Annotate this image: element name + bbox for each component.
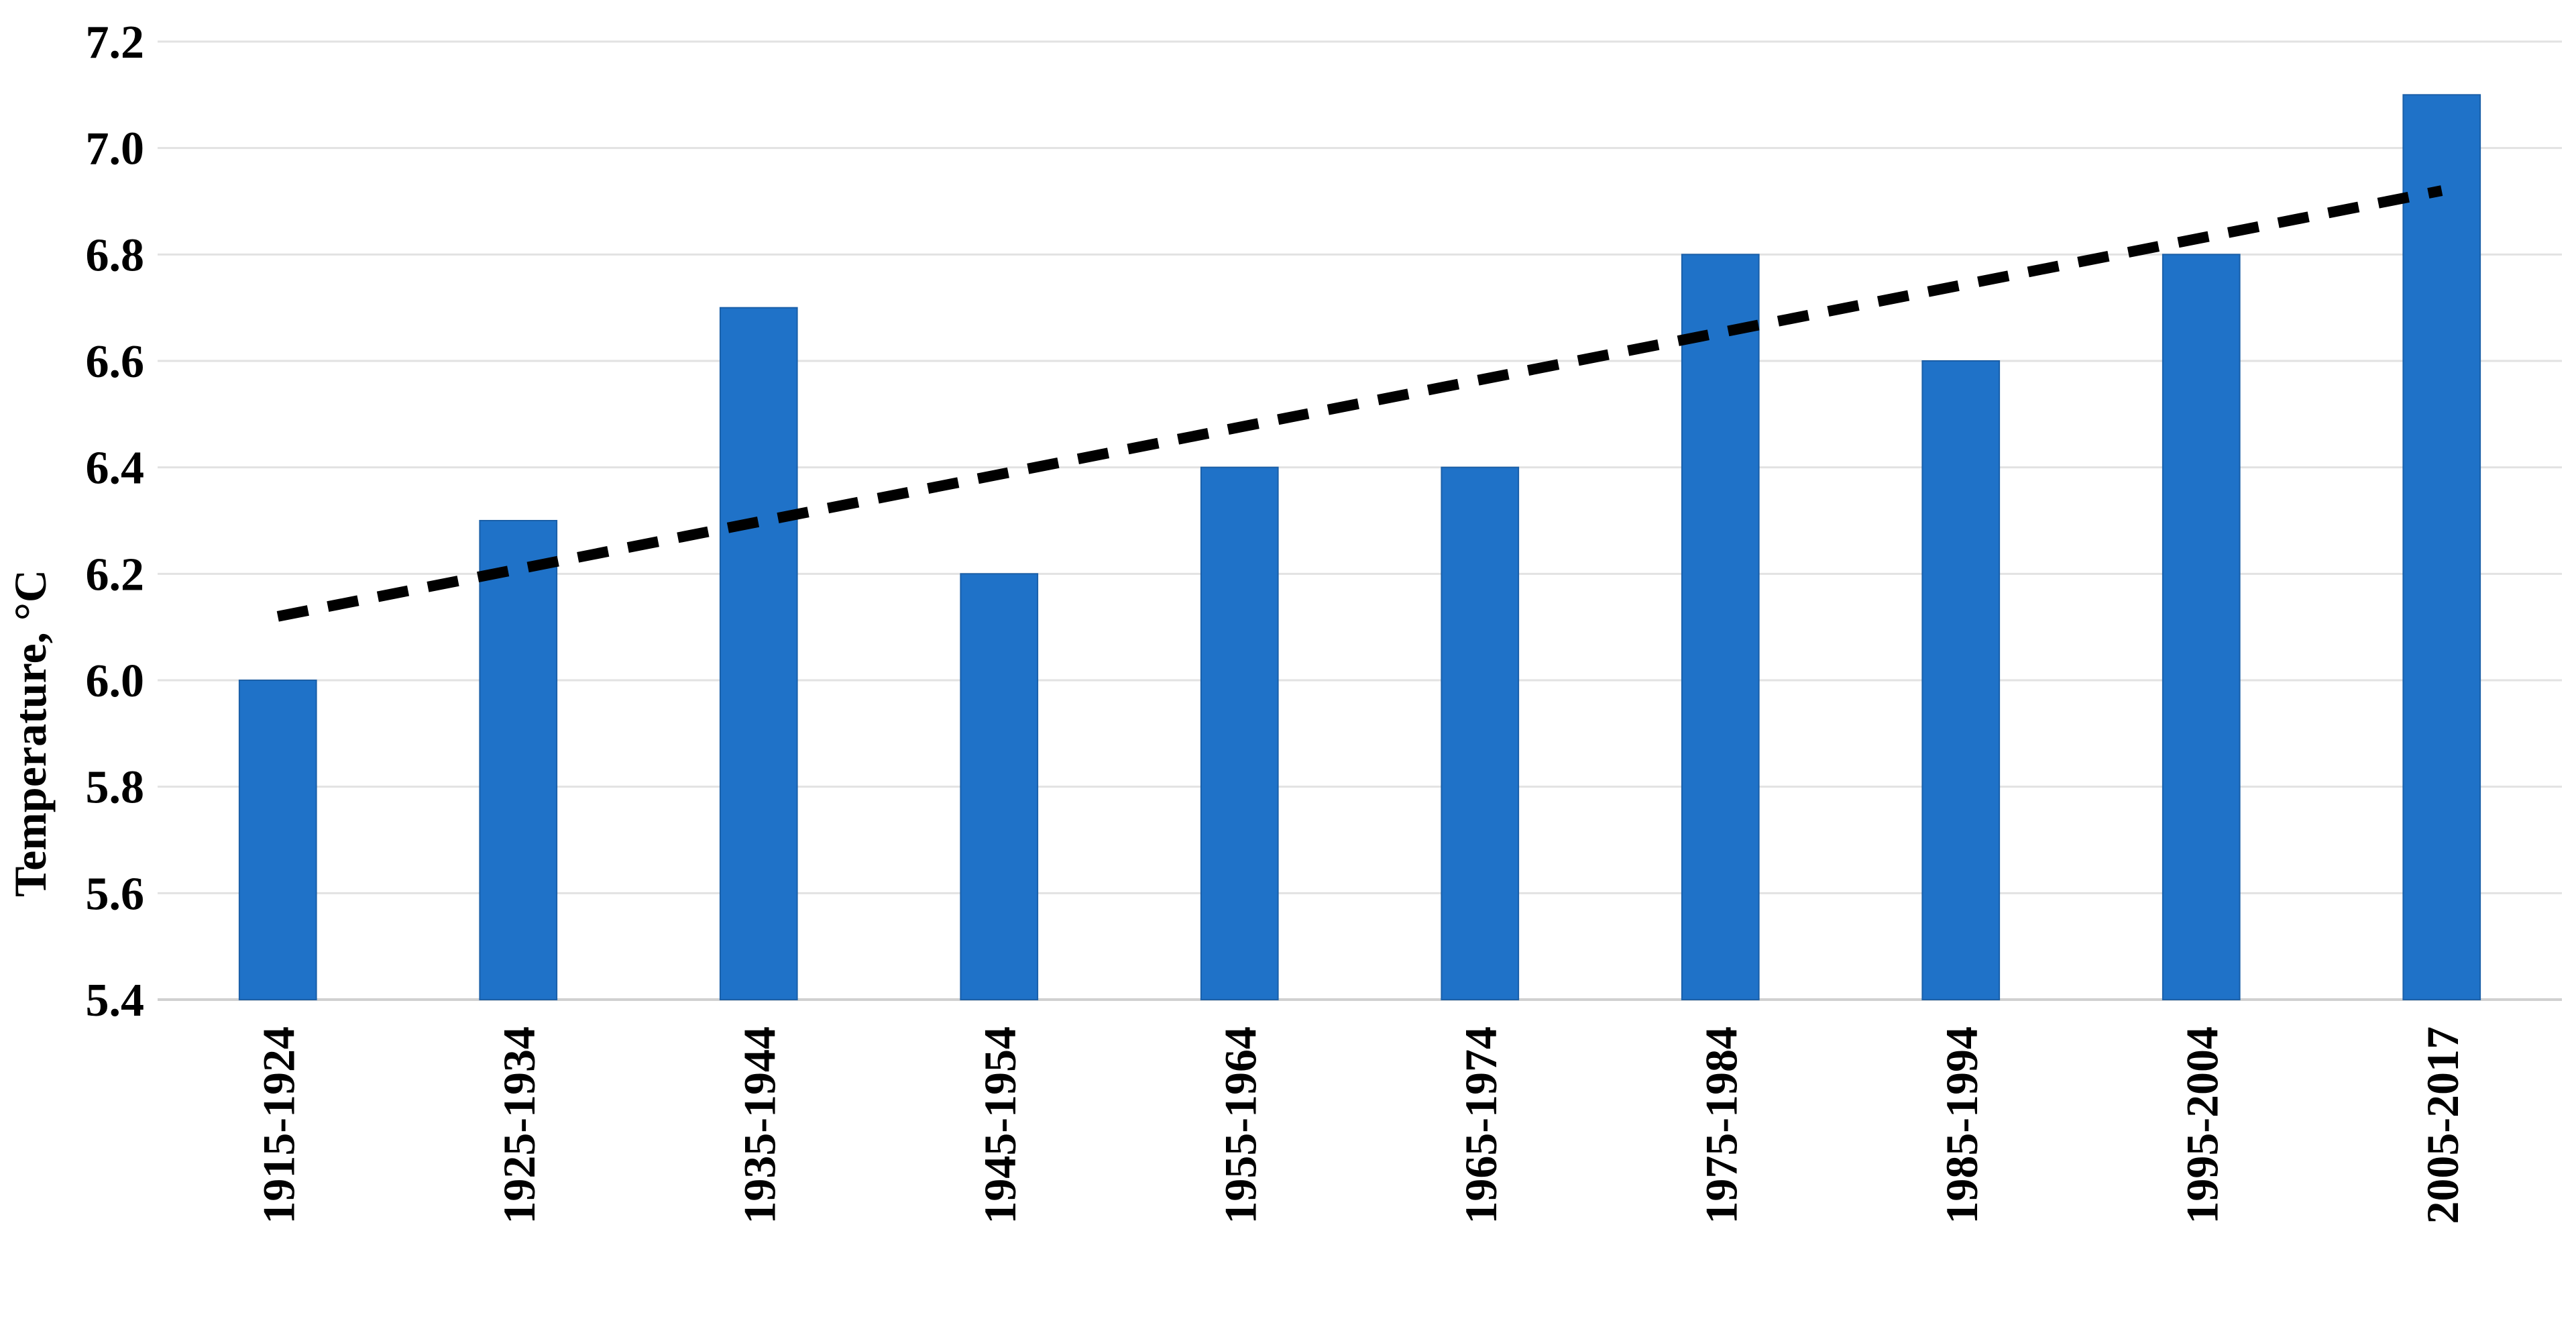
y-tick-label: 5.4 [86,975,145,1026]
x-tick-label: 1945-1954 [974,1026,1025,1224]
y-tick-label: 5.8 [86,762,145,814]
y-tick-label: 7.2 [86,17,145,68]
y-tick-label: 6.2 [86,549,145,600]
x-tick-label: 1985-1994 [1936,1026,1987,1224]
x-tick-label: 1935-1944 [734,1026,785,1224]
y-tick-label: 7.0 [86,123,145,175]
x-tick-label: 1955-1964 [1215,1026,1266,1224]
bar [2162,254,2241,1000]
x-axis-ticks: 1915-1924 1925-1934 1935-1944 1945-1954 1955… [253,1026,2468,1224]
x-tick-label: 2005-2017 [2417,1026,2468,1224]
bar [479,520,558,1000]
y-axis-label: Temperature, °C [5,570,56,897]
bar [1921,360,2001,1000]
bar [1200,466,1279,1000]
trendline-dashed [276,185,2443,622]
gridlines [158,40,2562,1001]
bar [960,573,1039,1000]
x-tick-label: 1995-2004 [2176,1026,2227,1224]
bar [2402,94,2481,1000]
y-tick-label: 6.0 [86,655,145,707]
y-tick-label: 6.6 [86,336,145,388]
bar [719,307,798,1001]
trendline [276,185,2443,622]
x-tick-label: 1915-1924 [253,1026,304,1224]
bars [238,94,2481,1001]
y-tick-label: 5.6 [86,868,145,920]
y-tick-label: 6.8 [86,229,145,281]
bar [1441,466,1520,1000]
bar [1681,254,1760,1000]
y-tick-label: 6.4 [86,443,145,494]
x-tick-label: 1965-1974 [1455,1026,1506,1224]
bar [238,680,317,1000]
y-axis-ticks: 5.4 5.6 5.8 6.0 6.2 6.4 6.6 6.8 7.0 7.2 [86,17,145,1026]
x-tick-label: 1925-1934 [494,1026,545,1224]
x-tick-label: 1975-1984 [1695,1026,1746,1224]
